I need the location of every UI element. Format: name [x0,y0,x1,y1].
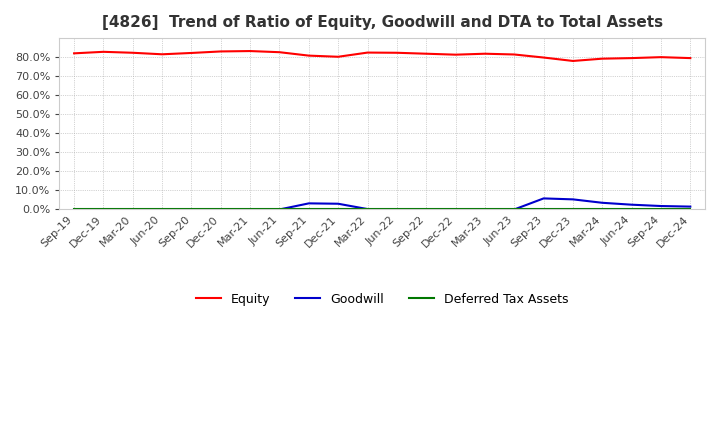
Goodwill [627,202,636,207]
Deferred Tax Assets [598,206,607,212]
Deferred Tax Assets [627,206,636,212]
Equity [627,55,636,61]
Goodwill [246,207,254,212]
Equity [657,55,665,60]
Goodwill [539,196,548,201]
Goodwill [569,197,577,202]
Deferred Tax Assets [363,206,372,212]
Equity [510,52,518,57]
Equity [158,51,166,57]
Equity [569,59,577,64]
Deferred Tax Assets [539,206,548,212]
Deferred Tax Assets [246,206,254,212]
Deferred Tax Assets [158,206,166,212]
Goodwill [510,207,518,212]
Equity [128,50,137,55]
Equity [187,50,196,55]
Goodwill [363,206,372,212]
Equity [334,54,343,59]
Goodwill [480,207,489,212]
Goodwill [657,203,665,209]
Deferred Tax Assets [480,206,489,212]
Equity [451,52,460,57]
Goodwill [99,207,108,212]
Deferred Tax Assets [392,206,401,212]
Equity [363,50,372,55]
Goodwill [334,201,343,206]
Deferred Tax Assets [99,206,108,212]
Deferred Tax Assets [657,206,665,212]
Equity [99,49,108,55]
Deferred Tax Assets [451,206,460,212]
Goodwill [686,204,695,209]
Goodwill [305,201,313,206]
Deferred Tax Assets [217,206,225,212]
Equity [70,51,78,56]
Equity [392,50,401,55]
Equity [598,56,607,61]
Equity [686,55,695,61]
Goodwill [158,207,166,212]
Equity [422,51,431,56]
Line: Goodwill: Goodwill [74,198,690,209]
Goodwill [422,207,431,212]
Deferred Tax Assets [569,206,577,212]
Goodwill [392,207,401,212]
Title: [4826]  Trend of Ratio of Equity, Goodwill and DTA to Total Assets: [4826] Trend of Ratio of Equity, Goodwil… [102,15,663,30]
Equity [305,53,313,58]
Deferred Tax Assets [70,206,78,212]
Goodwill [275,207,284,212]
Equity [480,51,489,56]
Goodwill [187,207,196,212]
Legend: Equity, Goodwill, Deferred Tax Assets: Equity, Goodwill, Deferred Tax Assets [191,288,574,311]
Line: Equity: Equity [74,51,690,61]
Deferred Tax Assets [128,206,137,212]
Equity [246,48,254,54]
Deferred Tax Assets [275,206,284,212]
Goodwill [598,200,607,205]
Goodwill [70,207,78,212]
Deferred Tax Assets [510,206,518,212]
Deferred Tax Assets [686,206,695,212]
Goodwill [128,207,137,212]
Deferred Tax Assets [422,206,431,212]
Goodwill [451,207,460,212]
Goodwill [217,207,225,212]
Equity [539,55,548,60]
Equity [275,50,284,55]
Deferred Tax Assets [334,206,343,212]
Equity [217,49,225,54]
Deferred Tax Assets [305,206,313,212]
Deferred Tax Assets [187,206,196,212]
